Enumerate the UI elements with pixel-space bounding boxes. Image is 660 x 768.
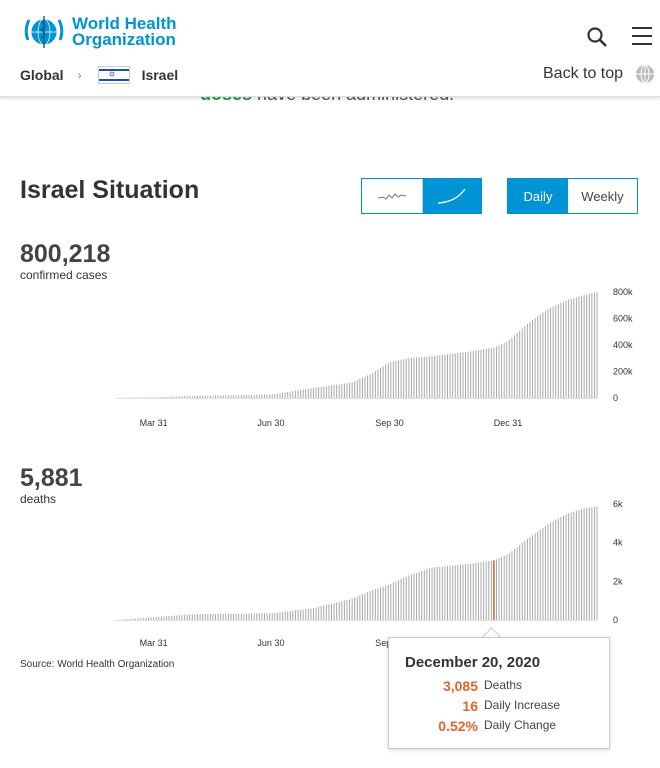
back-to-top-link[interactable]: Back to top (543, 64, 655, 84)
y-tick-label: 600k (613, 314, 633, 324)
tooltip-change-value: 0.52% (438, 718, 478, 734)
chevron-right-icon: › (77, 68, 82, 82)
who-logo[interactable]: World Health Organization (20, 10, 177, 54)
who-emblem-icon (24, 16, 64, 48)
search-icon[interactable] (586, 26, 608, 48)
curve-line-icon (438, 188, 466, 204)
org-name-line2: Organization (72, 30, 176, 49)
y-tick-label: 2k (613, 576, 623, 586)
site-header: World Health Organization Global › ✡ Isr… (0, 0, 660, 97)
tooltip-change-label: Daily Change (484, 718, 557, 732)
cumulative-button[interactable] (423, 179, 481, 213)
daily-trend-button[interactable] (362, 179, 423, 213)
x-tick-label: Dec 31 (494, 418, 523, 428)
x-tick-label: Sep 30 (375, 418, 404, 428)
tooltip-deaths-label: Deaths (484, 678, 523, 692)
wave-line-icon (378, 193, 406, 200)
weekly-button[interactable]: Weekly (568, 179, 637, 213)
cases-total: 800,218 (20, 240, 111, 268)
chart-tooltip: December 20, 2020 3,085 Deaths 16 Daily … (388, 637, 610, 749)
y-tick-label: 6k (613, 499, 623, 509)
y-tick-label: 0 (613, 393, 618, 403)
tooltip-date: December 20, 2020 (405, 654, 541, 671)
x-tick-label: Jun 30 (257, 638, 284, 648)
org-name-line1: World Health (72, 14, 177, 33)
x-tick-label: Mar 31 (140, 638, 168, 648)
israel-flag-icon: ✡ (97, 66, 130, 84)
y-tick-label: 800k (613, 287, 633, 297)
deaths-total: 5,881 (20, 464, 83, 492)
page-title: Israel Situation (20, 176, 200, 204)
period-toggle: Daily Weekly (507, 178, 638, 214)
source-note: Source: World Health Organization (20, 659, 175, 670)
globe-icon (636, 64, 655, 84)
y-tick-label: 0 (613, 615, 618, 625)
daily-button[interactable]: Daily (508, 179, 568, 213)
cases-label: confirmed cases (20, 268, 108, 282)
menu-icon[interactable] (632, 27, 652, 51)
tooltip-increase-value: 16 (462, 698, 478, 714)
y-tick-label: 200k (613, 367, 633, 377)
deaths-label: deaths (20, 492, 57, 506)
cases-chart: 800k 600k 400k 200k 0 Mar 31 Jun 30 Sep 30 Dec 3… (115, 287, 633, 428)
tooltip-deaths-value: 3,085 (442, 678, 478, 694)
back-to-top-label: Back to top (543, 65, 624, 82)
chart-type-toggle (361, 178, 482, 214)
x-tick-label: Mar 31 (140, 418, 168, 428)
breadcrumb-country: Israel (141, 67, 179, 83)
breadcrumb-global[interactable]: Global (20, 67, 64, 83)
x-tick-label: Jun 30 (257, 418, 284, 428)
tooltip-increase-label: Daily Increase (484, 698, 561, 712)
y-tick-label: 4k (613, 538, 623, 548)
y-tick-label: 400k (613, 340, 633, 350)
breadcrumb: Global › ✡ Israel (20, 66, 178, 84)
